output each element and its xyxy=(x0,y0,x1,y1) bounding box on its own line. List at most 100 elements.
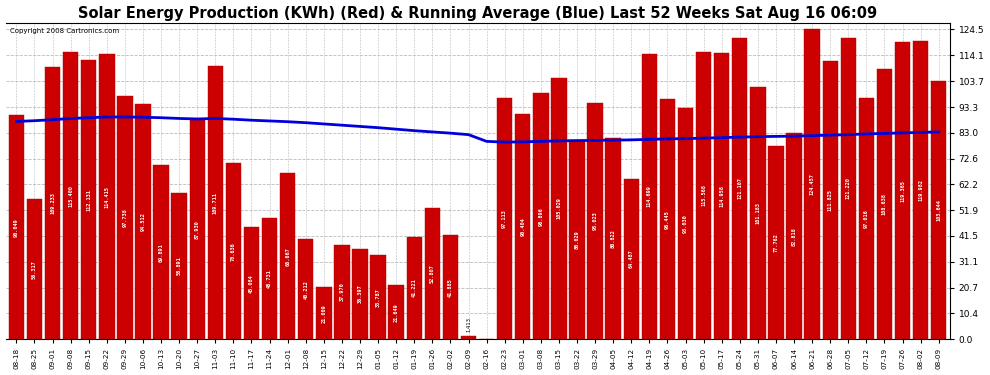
Bar xyxy=(63,52,78,339)
Bar xyxy=(913,40,929,339)
Bar xyxy=(153,165,168,339)
Text: 97.016: 97.016 xyxy=(864,209,869,228)
Text: 37.970: 37.970 xyxy=(340,283,345,302)
Text: 1.413: 1.413 xyxy=(466,317,471,332)
Bar xyxy=(298,239,314,339)
Bar xyxy=(136,104,150,339)
Text: 56.317: 56.317 xyxy=(32,260,37,279)
Text: 21.649: 21.649 xyxy=(394,303,399,322)
Bar xyxy=(45,68,60,339)
Bar xyxy=(696,52,711,339)
Text: 40.212: 40.212 xyxy=(303,280,308,298)
Text: 98.896: 98.896 xyxy=(539,207,544,225)
Bar xyxy=(768,146,784,339)
Bar xyxy=(551,78,566,339)
Bar xyxy=(99,54,115,339)
Bar xyxy=(750,87,765,339)
Bar xyxy=(606,138,621,339)
Title: Solar Energy Production (KWh) (Red) & Running Average (Blue) Last 52 Weeks Sat A: Solar Energy Production (KWh) (Red) & Ru… xyxy=(78,6,877,21)
Bar xyxy=(895,42,910,339)
Bar xyxy=(208,66,223,339)
Bar xyxy=(407,237,422,339)
Text: 80.822: 80.822 xyxy=(611,229,616,248)
Text: 90.049: 90.049 xyxy=(14,218,19,237)
Text: 124.457: 124.457 xyxy=(810,173,815,195)
Bar xyxy=(714,53,730,339)
Text: 94.512: 94.512 xyxy=(141,212,146,231)
Bar xyxy=(624,179,639,339)
Text: 105.029: 105.029 xyxy=(556,198,561,219)
Bar xyxy=(534,93,548,339)
Text: 41.885: 41.885 xyxy=(447,278,452,297)
Bar xyxy=(732,38,747,339)
Text: 121.220: 121.220 xyxy=(845,177,850,200)
Bar xyxy=(460,336,476,339)
Bar xyxy=(352,249,367,339)
Bar xyxy=(931,81,946,339)
Bar xyxy=(226,164,242,339)
Text: 69.891: 69.891 xyxy=(158,243,163,262)
Bar xyxy=(443,235,458,339)
Bar xyxy=(117,96,133,339)
Text: 77.762: 77.762 xyxy=(773,233,778,252)
Text: 66.667: 66.667 xyxy=(285,247,290,266)
Bar xyxy=(81,60,96,339)
Text: 45.084: 45.084 xyxy=(249,274,254,292)
Bar xyxy=(9,115,24,339)
Bar xyxy=(262,218,277,339)
Text: 21.009: 21.009 xyxy=(322,304,327,322)
Text: 119.982: 119.982 xyxy=(918,179,923,201)
Bar xyxy=(786,133,802,339)
Text: 97.113: 97.113 xyxy=(502,209,507,228)
Text: 114.699: 114.699 xyxy=(646,186,651,207)
Text: 115.568: 115.568 xyxy=(701,184,706,206)
Bar xyxy=(335,245,349,339)
Text: 90.404: 90.404 xyxy=(521,217,526,236)
Text: 48.731: 48.731 xyxy=(267,269,272,288)
Bar xyxy=(171,193,187,339)
Text: 41.221: 41.221 xyxy=(412,279,417,297)
Text: 101.183: 101.183 xyxy=(755,202,760,224)
Text: 97.738: 97.738 xyxy=(123,208,128,227)
Bar xyxy=(659,99,675,339)
Text: 80.029: 80.029 xyxy=(574,230,579,249)
Text: 114.415: 114.415 xyxy=(104,186,109,208)
Text: 70.636: 70.636 xyxy=(231,242,236,261)
Text: 112.131: 112.131 xyxy=(86,189,91,211)
Bar xyxy=(189,120,205,339)
Text: 52.807: 52.807 xyxy=(430,264,435,283)
Bar xyxy=(425,208,440,339)
Text: 95.023: 95.023 xyxy=(593,211,598,230)
Bar xyxy=(370,255,386,339)
Text: 109.711: 109.711 xyxy=(213,192,218,214)
Bar xyxy=(569,140,585,339)
Bar xyxy=(877,69,892,339)
Bar xyxy=(497,98,513,339)
Bar xyxy=(244,227,259,339)
Bar xyxy=(642,54,657,339)
Text: 108.638: 108.638 xyxy=(882,193,887,215)
Bar xyxy=(280,173,295,339)
Text: 36.397: 36.397 xyxy=(357,285,362,303)
Text: 121.107: 121.107 xyxy=(738,178,742,200)
Text: 109.233: 109.233 xyxy=(50,192,55,214)
Bar xyxy=(27,199,43,339)
Bar xyxy=(841,38,856,339)
Text: Copyright 2008 Cartronics.com: Copyright 2008 Cartronics.com xyxy=(10,28,120,34)
Text: 111.825: 111.825 xyxy=(828,189,833,211)
Text: 103.644: 103.644 xyxy=(937,200,941,221)
Text: 33.787: 33.787 xyxy=(375,288,380,307)
Text: 115.400: 115.400 xyxy=(68,185,73,207)
Bar xyxy=(678,108,693,339)
Text: 87.930: 87.930 xyxy=(195,220,200,239)
Bar xyxy=(805,30,820,339)
Bar xyxy=(587,103,603,339)
Bar xyxy=(858,98,874,339)
Bar xyxy=(515,114,531,339)
Text: 119.365: 119.365 xyxy=(900,180,905,202)
Text: 82.818: 82.818 xyxy=(792,227,797,246)
Text: 96.445: 96.445 xyxy=(665,210,670,229)
Text: 114.958: 114.958 xyxy=(719,185,724,207)
Text: 93.030: 93.030 xyxy=(683,214,688,233)
Bar xyxy=(316,287,332,339)
